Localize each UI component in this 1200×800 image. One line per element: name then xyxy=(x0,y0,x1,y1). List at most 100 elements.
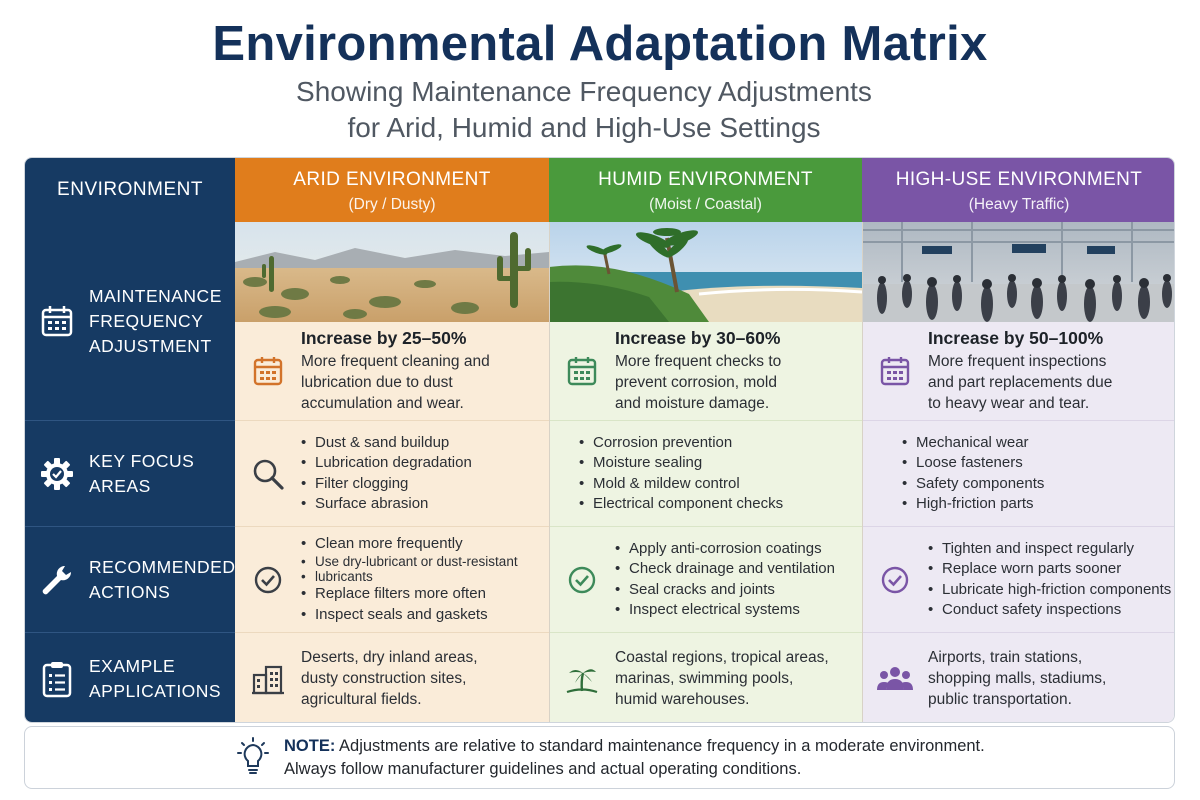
palm-tree-icon xyxy=(549,663,615,695)
subtitle-line-1: Showing Maintenance Frequency Adjustment… xyxy=(296,76,872,107)
desert-photo xyxy=(235,222,549,322)
humid-column-header: HUMID ENVIRONMENT (Moist / Coastal) xyxy=(549,158,862,222)
list-item: Clean more frequently xyxy=(301,534,518,555)
note-line-1: NOTE: Adjustments are relative to standa… xyxy=(284,737,985,756)
high-use-actions-cell: Tighten and inspect regularly Replace wo… xyxy=(862,526,1174,632)
arid-applications-cell: Deserts, dry inland areas, dusty constru… xyxy=(235,632,549,722)
list-item: Seal cracks and joints xyxy=(615,580,835,601)
arid-frequency-text: lubrication due to dust xyxy=(301,374,453,391)
check-circle-icon xyxy=(549,565,615,595)
list-item: Safety components xyxy=(902,474,1044,495)
arid-header-title: ARID ENVIRONMENT xyxy=(293,169,491,190)
list-item: Inspect seals and gaskets xyxy=(301,605,518,626)
check-circle-icon xyxy=(862,565,928,595)
check-circle-icon xyxy=(235,565,301,595)
arid-frequency-cell: Increase by 25–50% More frequent cleanin… xyxy=(235,322,549,420)
environment-header: ENVIRONMENT xyxy=(25,158,235,222)
high-use-frequency-text: More frequent inspections xyxy=(928,353,1107,370)
humid-focus-cell: Corrosion prevention Moisture sealing Mo… xyxy=(549,420,862,526)
page-title: Environmental Adaptation Matrix xyxy=(212,17,988,71)
high-use-application-text: public transportation. xyxy=(928,691,1072,708)
humid-header-title: HUMID ENVIRONMENT xyxy=(598,169,813,190)
transit-station-photo xyxy=(862,222,1174,322)
high-use-frequency-text: to heavy wear and tear. xyxy=(928,395,1090,412)
list-item: Lubrication degradation xyxy=(301,453,472,474)
subtitle-line-2: for Arid, Humid and High-Use Settings xyxy=(347,112,821,143)
coastal-photo xyxy=(549,222,862,322)
list-item: Loose fasteners xyxy=(902,453,1044,474)
list-item: Dust & sand buildup xyxy=(301,433,472,454)
row-label-line: KEY FOCUS xyxy=(89,450,195,471)
row-labels-column: MAINTENANCE FREQUENCY ADJUSTMENT KEY FOC… xyxy=(25,222,235,722)
adaptation-matrix: ENVIRONMENT MAINTENANCE FREQUENCY ADJUST… xyxy=(24,157,1175,723)
high-use-column-header: HIGH-USE ENVIRONMENT (Heavy Traffic) xyxy=(862,158,1174,222)
humid-frequency-title: Increase by 30–60% xyxy=(615,328,781,348)
row-label-actions: RECOMMENDED ACTIONS xyxy=(25,526,235,632)
humid-application-text: Coastal regions, tropical areas, xyxy=(615,649,829,666)
calendar-icon xyxy=(862,355,928,387)
note-label: NOTE: xyxy=(284,737,336,755)
row-label-maintenance: MAINTENANCE FREQUENCY ADJUSTMENT xyxy=(25,222,235,420)
arid-frequency-text: accumulation and wear. xyxy=(301,395,464,412)
column-divider xyxy=(549,222,550,722)
wrench-icon xyxy=(25,562,89,598)
note-line-2: Always follow manufacturer guidelines an… xyxy=(284,760,802,778)
high-use-application-text: Airports, train stations, xyxy=(928,649,1083,666)
humid-application-text: marinas, swimming pools, xyxy=(615,670,794,687)
arid-focus-cell: Dust & sand buildup Lubrication degradat… xyxy=(235,420,549,526)
humid-application-text: humid warehouses. xyxy=(615,691,750,708)
arid-application-text: Deserts, dry inland areas, xyxy=(301,649,478,666)
row-label-line: ADJUSTMENT xyxy=(89,335,212,356)
arid-actions-cell: Clean more frequently Use dry-lubricant … xyxy=(235,526,549,632)
calendar-icon xyxy=(25,304,89,338)
list-item: High-friction parts xyxy=(902,494,1044,515)
row-label-line: EXAMPLE xyxy=(89,655,176,676)
row-label-applications: EXAMPLE APPLICATIONS xyxy=(25,632,235,722)
high-use-frequency-title: Increase by 50–100% xyxy=(928,328,1104,348)
list-item: Tighten and inspect regularly xyxy=(928,539,1171,560)
arid-column-header: ARID ENVIRONMENT (Dry / Dusty) xyxy=(235,158,549,222)
arid-application-text: dusty construction sites, xyxy=(301,670,467,687)
list-item: Filter clogging xyxy=(301,474,472,495)
arid-application-text: agricultural fields. xyxy=(301,691,422,708)
high-use-frequency-cell: Increase by 50–100% More frequent inspec… xyxy=(862,322,1174,420)
row-label-line: FREQUENCY xyxy=(89,310,204,331)
lightbulb-icon xyxy=(237,737,269,782)
humid-frequency-text: prevent corrosion, mold xyxy=(615,374,777,391)
list-item-continuation-text: lubricants xyxy=(315,569,373,585)
buildings-icon xyxy=(235,663,301,695)
magnifier-icon xyxy=(235,457,301,491)
list-item: Corrosion prevention xyxy=(579,433,783,454)
list-item: Electrical component checks xyxy=(579,494,783,515)
humid-frequency-text: More frequent checks to xyxy=(615,353,782,370)
list-item: Inspect electrical systems xyxy=(615,600,835,621)
high-use-focus-cell: Mechanical wear Loose fasteners Safety c… xyxy=(862,420,1174,526)
list-item: Check drainage and ventilation xyxy=(615,559,835,580)
calendar-icon xyxy=(235,355,301,387)
row-label-line: RECOMMENDED xyxy=(89,556,236,577)
gear-check-icon xyxy=(25,456,89,492)
list-item: Conduct safety inspections xyxy=(928,600,1171,621)
high-use-header-title: HIGH-USE ENVIRONMENT xyxy=(895,169,1143,190)
list-item: Use dry-lubricant or dust-resistant xyxy=(301,554,518,569)
humid-frequency-cell: Increase by 30–60% More frequent checks … xyxy=(549,322,862,420)
high-use-header-subtitle: (Heavy Traffic) xyxy=(968,196,1070,213)
row-label-line: AREAS xyxy=(89,475,151,496)
list-item: Apply anti-corrosion coatings xyxy=(615,539,835,560)
row-label-line: APPLICATIONS xyxy=(89,680,222,701)
list-item: Replace filters more often xyxy=(301,584,518,605)
high-use-applications-cell: Airports, train stations, shopping malls… xyxy=(862,632,1174,722)
note-text: Adjustments are relative to standard mai… xyxy=(339,737,985,755)
high-use-frequency-text: and part replacements due xyxy=(928,374,1113,391)
row-label-focus: KEY FOCUS AREAS xyxy=(25,420,235,526)
list-item: Surface abrasion xyxy=(301,494,472,515)
arid-header-subtitle: (Dry / Dusty) xyxy=(348,196,436,213)
people-group-icon xyxy=(862,664,928,694)
list-item: Moisture sealing xyxy=(579,453,783,474)
row-label-line: MAINTENANCE xyxy=(89,285,222,306)
calendar-icon xyxy=(549,355,615,387)
arid-frequency-text: More frequent cleaning and xyxy=(301,353,490,370)
list-item-continuation: lubricants xyxy=(301,569,518,584)
humid-applications-cell: Coastal regions, tropical areas, marinas… xyxy=(549,632,862,722)
clipboard-icon xyxy=(25,660,89,698)
